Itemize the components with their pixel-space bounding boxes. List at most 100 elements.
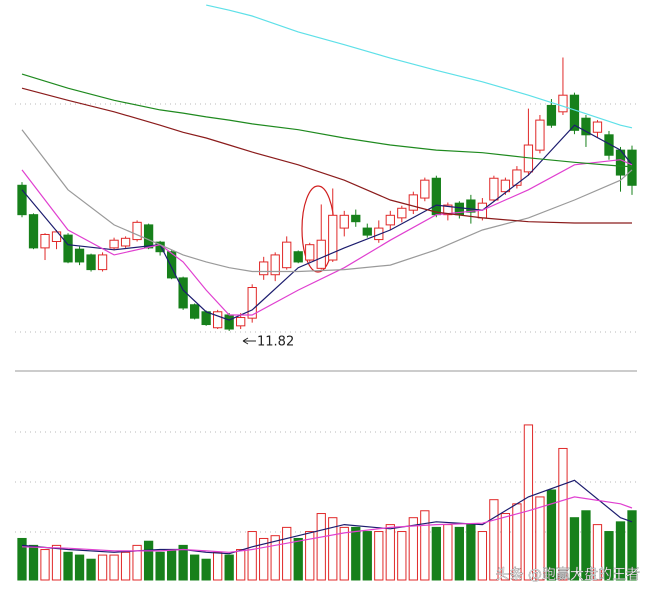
volume-bar — [247, 531, 257, 581]
volume-bar — [466, 524, 476, 581]
volume-bar — [500, 513, 511, 581]
candle-body — [500, 179, 511, 193]
volume-bar — [328, 517, 338, 581]
volume-bar — [305, 531, 315, 581]
volume-average-line — [21, 496, 633, 553]
candle-body — [247, 287, 257, 319]
candle-body — [51, 231, 62, 243]
candle-body — [443, 204, 453, 216]
candle-body — [305, 244, 315, 261]
candle-body — [224, 314, 234, 330]
volume-bar — [293, 537, 303, 581]
volume-bar — [166, 549, 177, 581]
volume-bar — [477, 531, 488, 581]
candle-body — [282, 241, 292, 269]
candle-body — [604, 134, 614, 156]
candle-body — [466, 199, 476, 213]
volume-bar — [109, 554, 119, 581]
candle-body — [17, 184, 27, 216]
candle-body — [40, 233, 50, 249]
volume-bar — [86, 558, 96, 581]
volume-bar — [201, 558, 211, 581]
candle-body — [339, 214, 349, 229]
candle-body — [431, 177, 441, 216]
candle-body — [63, 234, 73, 263]
volume-bar — [546, 489, 557, 581]
volume-bar — [178, 544, 188, 581]
volume-bar — [362, 531, 372, 581]
volume-bar — [28, 544, 39, 581]
candle-body — [408, 194, 418, 211]
volume-bar — [224, 554, 234, 581]
candle-body — [109, 239, 119, 249]
volume-bar — [374, 531, 384, 581]
candle-body — [166, 251, 177, 279]
candle-body — [120, 237, 131, 247]
volume-bar — [316, 513, 326, 581]
volume-bar — [581, 510, 591, 581]
moving-average-line — [21, 159, 633, 316]
candle-body — [178, 277, 188, 309]
volume-bar — [270, 535, 280, 581]
volume-bar — [454, 526, 465, 581]
moving-average-line — [21, 87, 632, 224]
volume-bar — [385, 524, 395, 581]
volume-bar — [431, 526, 441, 581]
moving-average-line — [21, 129, 633, 273]
watermark: 头条 @跑赢大盘的王者 — [496, 566, 640, 583]
candle-body — [316, 239, 326, 269]
volume-bar — [443, 524, 453, 581]
candle-body — [374, 227, 384, 241]
candle-body — [201, 311, 211, 326]
candle-body — [535, 119, 545, 151]
candle-body — [74, 248, 85, 263]
volume-bar — [132, 544, 142, 581]
candle-body — [362, 227, 372, 236]
candle-body — [351, 214, 361, 223]
volume-bar — [523, 424, 534, 581]
volume-bar — [592, 524, 603, 581]
volume-bar — [627, 510, 637, 581]
volume-bar — [397, 531, 407, 581]
candle-body — [259, 261, 269, 276]
volume-bar — [189, 554, 200, 581]
candle-body — [236, 317, 246, 327]
candle-body — [189, 304, 200, 319]
candle-body — [558, 94, 568, 113]
candle-body — [86, 254, 96, 271]
marks — [17, 4, 637, 581]
candle-body — [420, 179, 430, 199]
candle-body — [512, 169, 522, 186]
candle-body — [132, 221, 142, 241]
candle-body — [569, 94, 580, 131]
volume-bar — [558, 447, 568, 581]
candle-body — [213, 311, 223, 329]
volume-bar — [213, 551, 223, 581]
volume-bar — [40, 549, 50, 581]
moving-average-line — [21, 73, 633, 168]
volume-bar — [259, 537, 269, 581]
candle-body — [397, 207, 407, 219]
candle-body — [581, 117, 591, 136]
volume-bar — [236, 549, 246, 581]
moving-average-line — [21, 124, 633, 321]
volume-bar — [535, 496, 545, 581]
candle-body — [592, 121, 603, 133]
candle-body — [143, 224, 154, 249]
candle-body — [293, 251, 303, 263]
candle-body — [97, 254, 108, 271]
annotation-arrow-head — [242, 337, 249, 345]
candle-body — [270, 254, 280, 276]
volume-bar — [63, 551, 73, 581]
candle-body — [28, 214, 39, 249]
volume-bar — [282, 526, 292, 581]
volume-bar — [74, 554, 85, 581]
candle-body — [546, 104, 557, 126]
volume-bar — [604, 531, 614, 581]
candle-body — [385, 214, 395, 226]
volume-bar — [120, 551, 131, 581]
volume-bar — [408, 517, 418, 581]
volume-bar — [569, 517, 580, 581]
volume-bar — [155, 551, 165, 581]
